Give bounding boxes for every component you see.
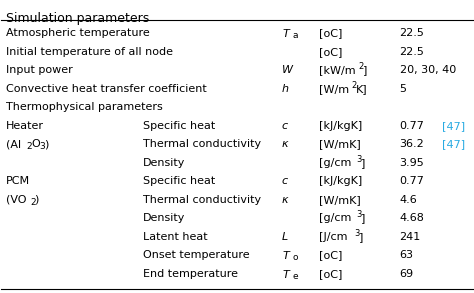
Text: κ: κ [282, 139, 288, 149]
Text: 20, 30, 40: 20, 30, 40 [400, 65, 456, 75]
Text: 3: 3 [39, 142, 46, 151]
Text: [W/m: [W/m [319, 84, 350, 94]
Text: W: W [282, 65, 293, 75]
Text: c: c [282, 176, 288, 186]
Text: ]: ] [363, 65, 368, 75]
Text: κ: κ [282, 195, 288, 205]
Text: 22.5: 22.5 [400, 47, 424, 57]
Text: Onset temperature: Onset temperature [143, 251, 249, 260]
Text: 69: 69 [400, 269, 414, 279]
Text: h: h [282, 84, 289, 94]
Text: ]: ] [361, 158, 365, 168]
Text: Initial temperature of all node: Initial temperature of all node [6, 47, 173, 57]
Text: ]: ] [361, 213, 365, 223]
Text: (Al: (Al [6, 139, 21, 149]
Text: ): ) [35, 195, 39, 205]
Text: 2: 2 [352, 81, 357, 90]
Text: 22.5: 22.5 [400, 28, 424, 38]
Text: [g/cm: [g/cm [319, 158, 352, 168]
Text: Latent heat: Latent heat [143, 232, 208, 242]
Text: e: e [292, 272, 298, 281]
Text: [W/mK]: [W/mK] [319, 139, 361, 149]
Text: [oC]: [oC] [319, 28, 343, 38]
Text: (VO: (VO [6, 195, 27, 205]
Text: [W/mK]: [W/mK] [319, 195, 361, 205]
Text: [47]: [47] [442, 121, 465, 131]
Text: [kW/m: [kW/m [319, 65, 356, 75]
Text: c: c [282, 121, 288, 131]
Text: [oC]: [oC] [319, 251, 343, 260]
Text: [g/cm: [g/cm [319, 213, 352, 223]
Text: Input power: Input power [6, 65, 73, 75]
Text: Simulation parameters: Simulation parameters [6, 11, 149, 25]
Text: 5: 5 [400, 84, 407, 94]
Text: Atmospheric temperature: Atmospheric temperature [6, 28, 150, 38]
Text: K]: K] [356, 84, 368, 94]
Text: Thermal conductivity: Thermal conductivity [143, 139, 261, 149]
Text: $T$: $T$ [282, 268, 292, 280]
Text: [J/cm: [J/cm [319, 232, 348, 242]
Text: 3: 3 [356, 155, 362, 164]
Text: [kJ/kgK]: [kJ/kgK] [319, 121, 363, 131]
Text: 0.77: 0.77 [400, 121, 424, 131]
Text: ): ) [44, 139, 48, 149]
Text: Thermal conductivity: Thermal conductivity [143, 195, 261, 205]
Text: 63: 63 [400, 251, 414, 260]
Text: ]: ] [358, 232, 363, 242]
Text: Density: Density [143, 213, 185, 223]
Text: o: o [292, 253, 298, 262]
Text: Convective heat transfer coefficient: Convective heat transfer coefficient [6, 84, 207, 94]
Text: L: L [282, 232, 288, 242]
Text: 36.2: 36.2 [400, 139, 424, 149]
Text: 4.6: 4.6 [400, 195, 417, 205]
Text: Heater: Heater [6, 121, 44, 131]
Text: [47]: [47] [442, 139, 465, 149]
Text: 241: 241 [400, 232, 421, 242]
Text: 3: 3 [354, 229, 359, 238]
Text: Density: Density [143, 158, 185, 168]
Text: Thermophysical parameters: Thermophysical parameters [6, 102, 163, 112]
Text: 3: 3 [356, 210, 362, 219]
Text: 2: 2 [358, 62, 364, 71]
Text: a: a [292, 31, 298, 40]
Text: $T$: $T$ [282, 27, 292, 39]
Text: 0.77: 0.77 [400, 176, 424, 186]
Text: 2: 2 [27, 142, 32, 151]
Text: O: O [31, 139, 40, 149]
Text: 3.95: 3.95 [400, 158, 424, 168]
Text: PCM: PCM [6, 176, 30, 186]
Text: [oC]: [oC] [319, 269, 343, 279]
Text: [oC]: [oC] [319, 47, 343, 57]
Text: 4.68: 4.68 [400, 213, 424, 223]
Text: [kJ/kgK]: [kJ/kgK] [319, 176, 363, 186]
Text: $T$: $T$ [282, 249, 292, 261]
Text: Specific heat: Specific heat [143, 121, 215, 131]
Text: Specific heat: Specific heat [143, 176, 215, 186]
Text: 2: 2 [30, 198, 36, 207]
Text: End temperature: End temperature [143, 269, 238, 279]
